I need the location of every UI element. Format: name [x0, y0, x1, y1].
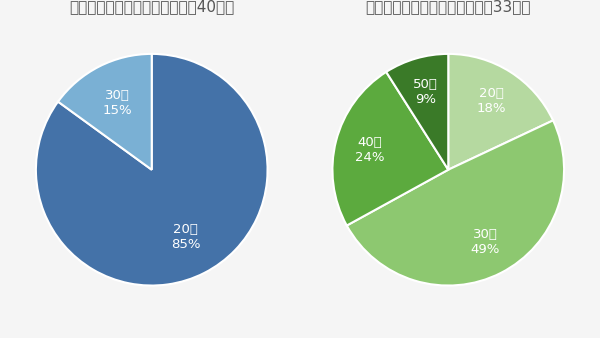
Text: 30代
49%: 30代 49% — [470, 228, 500, 256]
Title: 自分は「おじさん」だと思う（33人）: 自分は「おじさん」だと思う（33人） — [365, 0, 531, 14]
Wedge shape — [448, 54, 553, 170]
Text: 20代
18%: 20代 18% — [477, 87, 506, 115]
Title: 自分は「お兄さん」だと思う（40人）: 自分は「お兄さん」だと思う（40人） — [69, 0, 235, 14]
Text: 20代
85%: 20代 85% — [171, 223, 200, 251]
Text: 40代
24%: 40代 24% — [355, 136, 385, 164]
Wedge shape — [58, 54, 152, 170]
Text: 30代
15%: 30代 15% — [103, 89, 133, 117]
Wedge shape — [36, 54, 268, 286]
Wedge shape — [347, 120, 564, 286]
Text: 50代
9%: 50代 9% — [413, 78, 438, 106]
Wedge shape — [386, 54, 448, 170]
Wedge shape — [332, 72, 448, 225]
